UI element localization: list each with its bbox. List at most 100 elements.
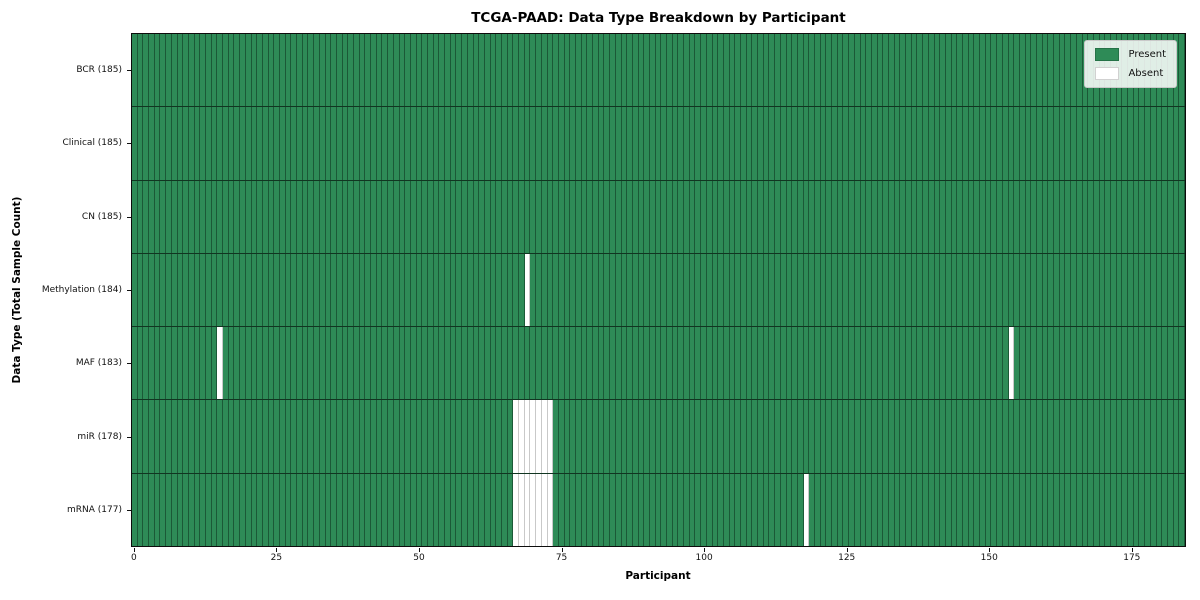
cell xyxy=(433,107,440,180)
x-tick-label: 150 xyxy=(980,553,998,563)
cell xyxy=(353,107,360,180)
cell xyxy=(894,253,901,327)
cell xyxy=(1088,327,1094,400)
cell xyxy=(598,180,605,253)
cell xyxy=(837,400,844,473)
cell xyxy=(279,327,286,400)
cell xyxy=(627,400,633,473)
cell xyxy=(319,180,326,253)
cell xyxy=(553,400,559,473)
cell xyxy=(251,253,258,327)
cell xyxy=(575,34,582,107)
cell xyxy=(661,107,668,180)
cell xyxy=(758,473,764,546)
cell xyxy=(991,253,998,327)
cell xyxy=(177,107,184,180)
cell xyxy=(735,180,742,253)
cell xyxy=(980,473,986,546)
cell xyxy=(678,253,685,327)
cell xyxy=(1088,473,1094,546)
cell xyxy=(1088,253,1094,327)
y-tick-mark xyxy=(127,290,131,291)
cell xyxy=(758,253,764,327)
cell xyxy=(1145,400,1151,473)
cell xyxy=(171,327,178,400)
cell xyxy=(388,34,394,107)
cell xyxy=(797,253,804,327)
cell xyxy=(353,180,360,253)
cell xyxy=(302,107,309,180)
y-tick-label-miR: miR (178) xyxy=(77,431,122,442)
cell xyxy=(1008,473,1015,546)
cell xyxy=(308,253,315,327)
cell xyxy=(1133,253,1140,327)
cell xyxy=(149,107,155,180)
cell xyxy=(570,180,576,253)
cell xyxy=(860,253,867,327)
cell xyxy=(769,253,776,327)
cell xyxy=(581,253,588,327)
cell xyxy=(137,34,144,107)
cell xyxy=(820,400,827,473)
cell xyxy=(610,400,616,473)
cell xyxy=(200,107,206,180)
cell xyxy=(1179,180,1185,253)
cell xyxy=(610,253,616,327)
legend-swatch-icon xyxy=(1095,48,1120,61)
cell xyxy=(786,473,793,546)
cell xyxy=(860,180,867,253)
cell xyxy=(160,107,167,180)
cell xyxy=(775,253,781,327)
cell xyxy=(604,180,611,253)
cell xyxy=(564,400,571,473)
cell xyxy=(564,473,571,546)
cell xyxy=(632,253,639,327)
cell xyxy=(1048,473,1055,546)
cell xyxy=(689,180,696,253)
cell xyxy=(1179,327,1185,400)
cell xyxy=(928,253,935,327)
cell xyxy=(826,107,833,180)
cell xyxy=(558,473,565,546)
cell xyxy=(456,107,463,180)
cell xyxy=(832,473,838,546)
cell xyxy=(746,473,753,546)
cell xyxy=(621,34,628,107)
cell xyxy=(473,34,480,107)
cell xyxy=(1059,34,1066,107)
cell xyxy=(427,180,434,253)
cell xyxy=(393,400,400,473)
cell xyxy=(860,107,867,180)
cell xyxy=(507,107,514,180)
cell xyxy=(291,34,298,107)
cell xyxy=(524,180,531,253)
heatmap-row-MAF xyxy=(132,327,1185,401)
cell xyxy=(479,327,485,400)
cell xyxy=(934,253,941,327)
cell xyxy=(132,473,138,546)
cell xyxy=(445,107,451,180)
cell xyxy=(331,34,337,107)
cell xyxy=(803,180,810,253)
cell xyxy=(906,253,912,327)
cell xyxy=(336,34,343,107)
cell xyxy=(1150,180,1157,253)
cell xyxy=(661,253,668,327)
cell xyxy=(1076,34,1083,107)
cell xyxy=(143,107,150,180)
cell xyxy=(268,180,275,253)
cell xyxy=(1019,107,1026,180)
x-tick-mark xyxy=(418,548,420,552)
cell xyxy=(279,253,286,327)
cell xyxy=(558,327,565,400)
cell xyxy=(331,473,337,546)
cell xyxy=(1042,253,1049,327)
cell xyxy=(974,107,981,180)
cell xyxy=(940,180,946,253)
cell xyxy=(894,400,901,473)
cell xyxy=(132,180,138,253)
cell xyxy=(1014,473,1020,546)
cell xyxy=(467,180,474,253)
cell xyxy=(1071,253,1077,327)
cell xyxy=(205,327,212,400)
